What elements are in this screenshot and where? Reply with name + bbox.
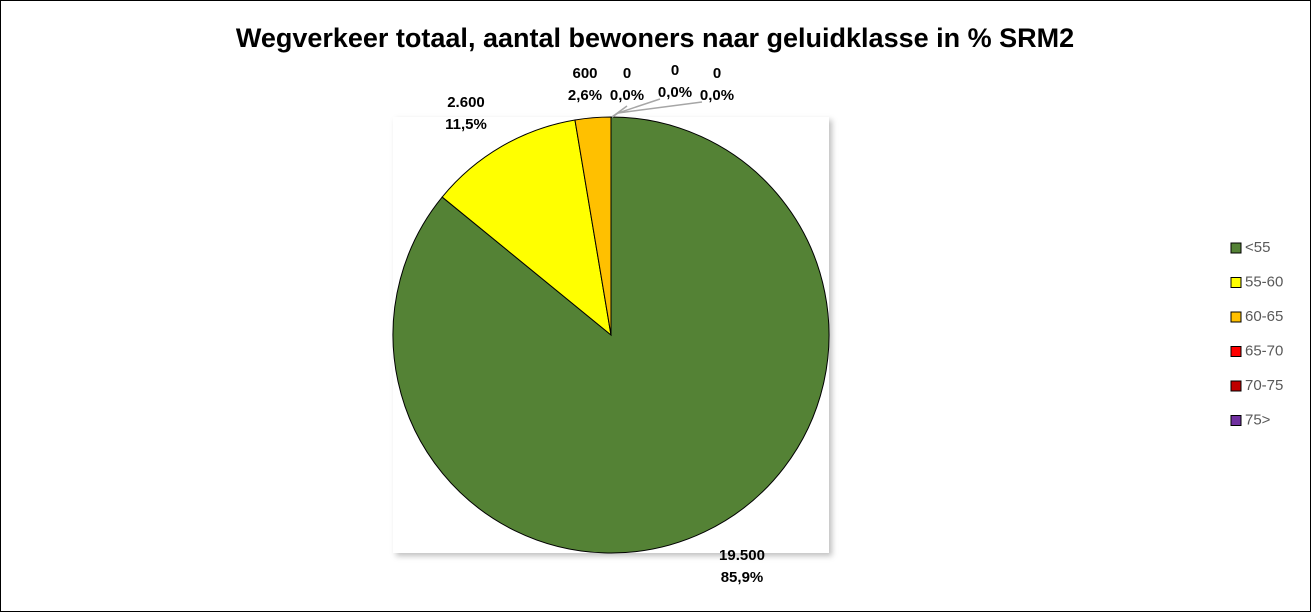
data-label: 19.500 (719, 547, 765, 564)
data-label: 2.600 (447, 94, 485, 111)
chart-title: Wegverkeer totaal, aantal bewoners naar … (236, 23, 1074, 53)
data-label: 600 (572, 65, 597, 82)
legend-swatch (1230, 380, 1242, 392)
leader-line (611, 101, 703, 118)
legend-swatch (1230, 415, 1242, 426)
data-label-percent: 11,5% (445, 116, 487, 133)
legend-swatch (1230, 242, 1242, 254)
data-label-percent: 85,9% (721, 569, 764, 586)
legend-label: 75> (1245, 411, 1271, 428)
legend-label: 70-75 (1245, 377, 1283, 394)
legend-label: 55-60 (1245, 273, 1283, 290)
data-label: 0 (713, 65, 721, 82)
legend-label: 65-70 (1245, 342, 1283, 359)
pie-slice (441, 119, 612, 337)
data-label-percent: 2,6% (568, 87, 602, 104)
legend-swatch (1230, 277, 1242, 288)
data-label: 0 (623, 65, 631, 82)
data-label-percent: 0,0% (610, 87, 644, 104)
legend-swatch (1230, 311, 1242, 323)
data-label: 0 (671, 62, 679, 79)
legend-label: 60-65 (1245, 308, 1283, 325)
data-label-percent: 0,0% (700, 87, 734, 104)
data-label-percent: 0,0% (658, 84, 692, 101)
legend-swatch (1230, 346, 1242, 357)
legend-label: <55 (1245, 239, 1270, 256)
